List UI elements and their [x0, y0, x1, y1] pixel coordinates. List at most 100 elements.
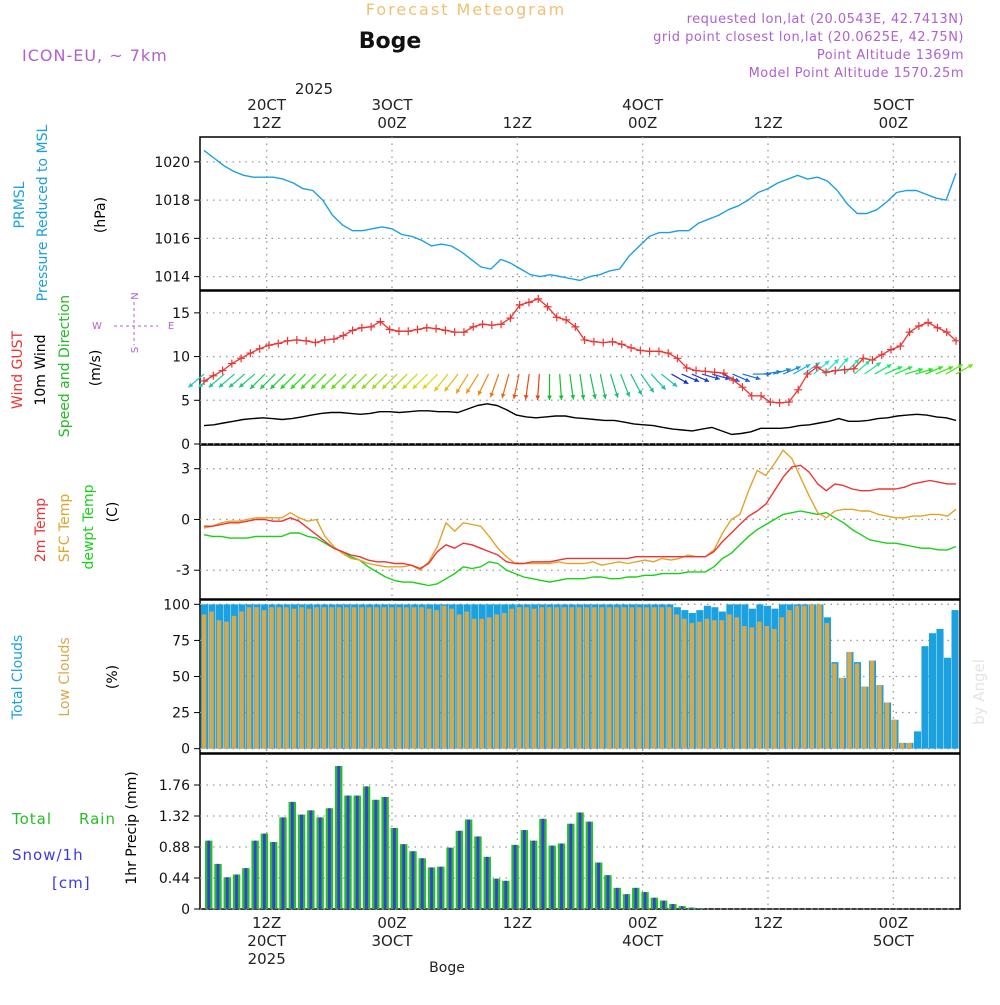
snow-bar	[300, 814, 303, 909]
low-cloud-bar	[216, 620, 222, 749]
gust-marker	[664, 349, 673, 358]
gust-line	[203, 298, 957, 404]
gust-marker	[933, 323, 942, 332]
gust-marker	[673, 354, 682, 363]
low-cloud-bar	[749, 627, 755, 749]
y-tick-label: 75	[172, 633, 190, 649]
low-cloud-bar	[607, 607, 612, 749]
low-cloud-bar	[381, 607, 387, 749]
gust-marker	[784, 398, 793, 407]
gust-marker	[311, 338, 320, 347]
snow-bar	[263, 833, 266, 909]
low-cloud-bar	[486, 617, 492, 749]
gust-marker	[682, 363, 691, 372]
precip-plot	[205, 765, 705, 909]
bottom-tick-label: 2025	[248, 950, 286, 968]
low-cloud-bar	[314, 607, 319, 749]
snow-bar	[374, 799, 378, 909]
low-cloud-bar	[374, 607, 379, 749]
bottom-tick-label: 20CT	[247, 932, 287, 950]
snow-bar	[281, 817, 285, 909]
wind-arrow-head	[755, 375, 761, 381]
y-tick-label: 1020	[154, 155, 190, 171]
gust-marker	[654, 347, 663, 356]
gust-marker	[887, 345, 896, 354]
wind-arrow-head	[672, 382, 678, 387]
low-cloud-bar	[524, 607, 529, 749]
low-cloud-bar	[359, 607, 364, 749]
snow-bar	[365, 786, 368, 909]
y-tick-label: -3	[176, 563, 190, 579]
grid-lines	[200, 137, 960, 910]
pressure-label-2: Pressure Reduced to MSL	[35, 124, 51, 301]
low-cloud-bar	[547, 607, 552, 749]
low-cloud-bar	[254, 607, 259, 749]
wind-arrow-head	[854, 359, 860, 364]
top-tick-label: 4OCT	[622, 96, 664, 114]
bottom-tick-label: 12Z	[252, 914, 281, 932]
wind-arrow-head	[422, 384, 428, 389]
gust-marker	[357, 323, 366, 332]
gust-marker	[432, 324, 441, 333]
gust-marker	[227, 359, 236, 368]
wind-arrow-head	[208, 382, 214, 388]
snow-bar	[420, 858, 424, 909]
low-cloud-bar	[899, 742, 905, 749]
snow-bar	[606, 875, 610, 909]
top-tick-label: 12Z	[753, 114, 782, 132]
low-cloud-bar	[802, 605, 807, 749]
pressure-line	[203, 149, 957, 282]
gust-marker	[738, 383, 747, 392]
low-cloud-bar	[209, 611, 214, 749]
precip-legend-total: Total	[11, 810, 52, 828]
low-cloud-bar	[554, 607, 559, 749]
gust-marker	[627, 343, 636, 352]
low-cloud-bar	[201, 614, 207, 749]
wind-arrow-head	[477, 390, 483, 396]
low-cloud-bar	[764, 625, 770, 749]
wind-arrow-head	[918, 367, 924, 373]
snow-bar	[439, 866, 443, 909]
wind-arrow-head	[704, 377, 710, 383]
wind-arrow-head	[512, 394, 518, 399]
snow-bar	[643, 892, 647, 909]
wind-arrow-head	[250, 384, 255, 389]
y-tick-label: 0	[181, 742, 190, 758]
wind-arrow-head	[637, 389, 642, 395]
wind-arrow-head	[928, 367, 934, 373]
snow-bar	[597, 862, 601, 909]
gust-marker	[478, 320, 487, 329]
wind-arrow-head	[392, 384, 398, 389]
low-cloud-bar	[449, 608, 454, 749]
temp-panel-frame	[199, 444, 961, 600]
low-cloud-bar	[539, 607, 544, 749]
gust-marker	[757, 391, 766, 400]
wind-arrow-head	[967, 364, 973, 369]
wind-arrow-head	[218, 382, 224, 388]
wind-arrow-head	[321, 384, 326, 389]
y-tick-label: 0	[181, 437, 190, 453]
wind-arrow-head	[500, 393, 506, 399]
low-cloud-bar	[659, 607, 665, 749]
wind-arrow-head	[814, 362, 820, 367]
top-tick-label: 5OCT	[873, 96, 915, 114]
gust-marker	[339, 331, 348, 340]
low-cloud-bar	[224, 621, 229, 749]
wind-arrow-head	[300, 384, 306, 389]
wind-arrow-head	[489, 392, 495, 398]
gust-marker	[283, 336, 292, 345]
gust-marker	[376, 317, 385, 326]
wind-arrow-head	[351, 384, 357, 389]
wind-arrow-head	[786, 367, 791, 373]
snow-bar	[699, 908, 703, 909]
low-cloud-bar	[704, 618, 710, 749]
gust-marker	[200, 377, 208, 386]
wind-arrow-head	[188, 382, 194, 388]
gust-marker	[617, 340, 626, 349]
wind-arrow-head	[907, 366, 913, 371]
low-cloud-bar	[351, 607, 357, 749]
low-cloud-bar	[389, 607, 394, 749]
wind-arrow-head	[239, 382, 245, 388]
gust-marker	[552, 313, 561, 322]
wind-arrow-head	[660, 384, 666, 390]
